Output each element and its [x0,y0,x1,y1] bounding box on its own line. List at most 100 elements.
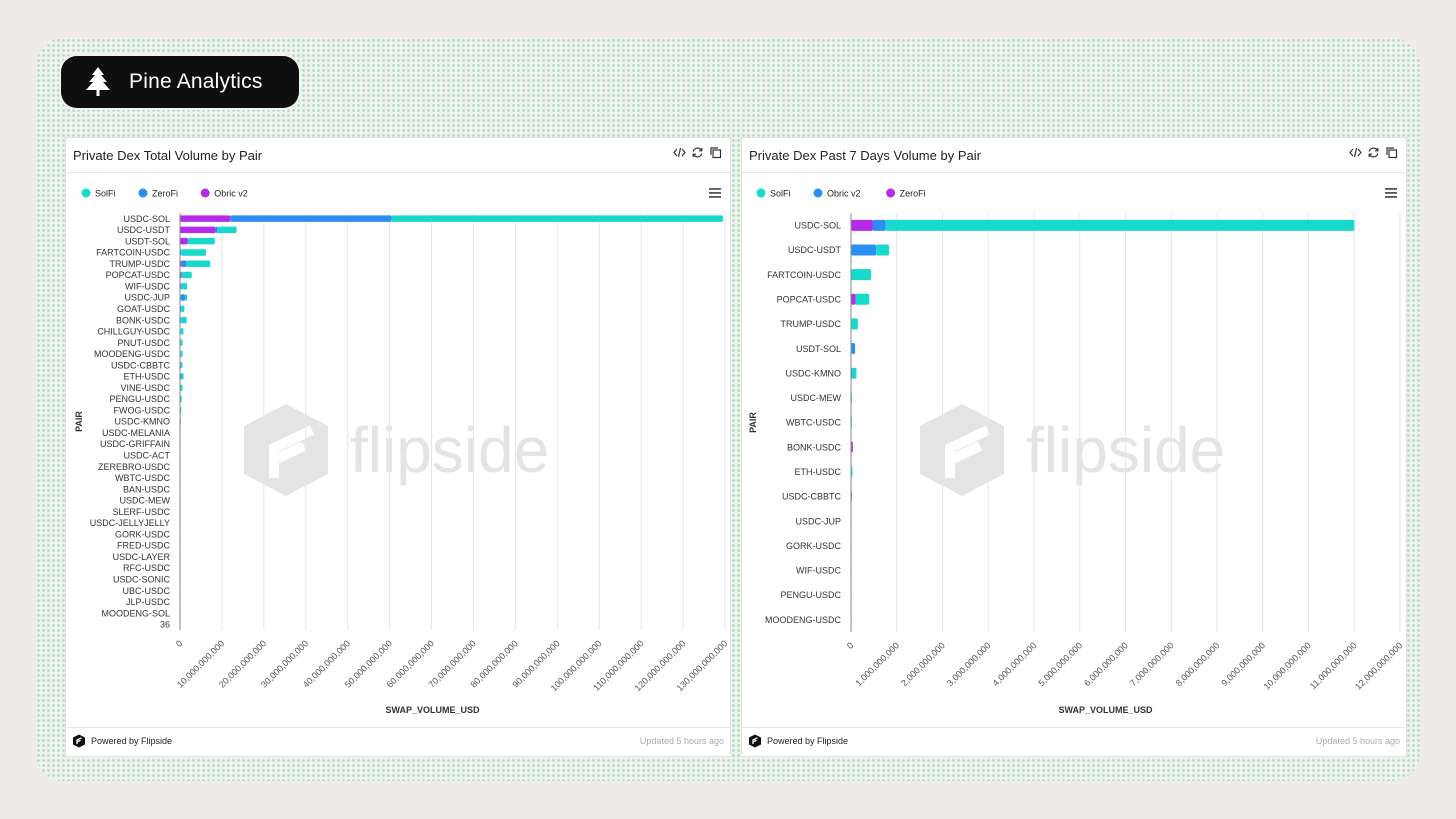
x-tick-label: 9,000,000,000 [1219,640,1267,688]
y-category-label: JLP-USDC [126,597,171,607]
x-tick-label: 0 [174,638,185,649]
y-category-label: WIF-USDC [125,281,170,291]
x-tick-label: 7,000,000,000 [1128,640,1176,688]
chart-menu-icon[interactable] [1385,188,1397,198]
copy-icon[interactable] [709,146,722,159]
left-panel-footer-divider [66,727,730,728]
left-panel-footer: Powered by Flipside [72,734,172,748]
y-category-label: SLERF-USDC [112,507,170,517]
bar-segment [181,249,206,256]
y-category-label: ETH-USDC [795,467,842,477]
bar-segment [217,226,237,234]
embed-code-icon[interactable] [1349,146,1362,159]
powered-by-text[interactable]: Powered by Flipside [767,736,849,746]
legend-item: ZeroFi [900,189,926,199]
x-tick-label: 2,000,000,000 [899,640,947,688]
y-category-label: USDC-USDT [117,225,171,235]
y-category-label: USDC-JELLYJELLY [90,518,170,528]
y-category-label: USDC-SOL [794,221,841,231]
y-category-label: BONK-USDC [116,315,171,325]
y-category-label: 36 [160,620,170,630]
y-category-label: POPCAT-USDC [106,270,171,280]
legend-item: Obric v2 [827,189,861,199]
x-tick-label: 6,000,000,000 [1082,640,1130,688]
y-axis-title: PAIR [74,411,84,432]
legend-marker [81,188,91,198]
y-category-label: GOAT-USDC [117,304,170,314]
bar-segment [181,260,187,267]
bar-segment [180,350,183,358]
pine-tree-icon [86,67,110,96]
refresh-icon[interactable] [691,146,704,159]
bar-segment [391,215,723,222]
chart-menu-line [1385,192,1397,194]
right-panel-actions [1349,146,1398,159]
y-category-label: USDC-USDT [788,245,842,255]
y-category-label: USDC-MEW [120,496,171,506]
y-category-label: USDT-SOL [125,236,170,246]
y-category-label: USDC-JUP [795,516,841,526]
bar-segment [185,294,188,301]
y-category-label: USDC-LAYER [113,552,171,562]
left-panel-title: Private Dex Total Volume by Pair [73,148,263,163]
embed-code-icon[interactable] [673,146,686,159]
y-category-label: MOODENG-USDC [765,615,841,625]
powered-by-text[interactable]: Powered by Flipside [91,736,173,746]
y-category-label: PENGU-USDC [109,394,170,404]
bar-segment [180,226,216,234]
refresh-icon[interactable] [1367,146,1380,159]
bar-segment [180,294,186,301]
right-panel-title: Private Dex Past 7 Days Volume by Pair [749,148,981,163]
left-panel-actions [673,146,722,159]
x-axis-title: SWAP_VOLUME_USD [1058,705,1153,715]
chart-menu-icon[interactable] [709,188,721,198]
legend-item: ZeroFi [152,189,178,199]
y-category-label: WIF-USDC [796,566,841,576]
bar-segment [180,339,183,346]
bar-segment [851,219,873,231]
bar-segment [851,293,856,305]
y-category-label: USDC-CBBTC [782,492,842,502]
right-panel-footer: Powered by Flipside [748,734,848,748]
x-tick-label: 11,000,000,000 [1308,640,1359,691]
bar-segment [851,343,856,355]
bar-segment [180,328,184,335]
y-category-label: FWOG-USDC [114,405,171,415]
right-chart: flipside SolFi Obric v2 ZeroFi 01,000,000,00… [748,188,1404,715]
x-tick-label: 8,000,000,000 [1174,640,1222,688]
bar-segment [180,283,182,290]
y-category-label: WBTC-USDC [786,418,841,428]
bar-segment [181,283,188,290]
bar-segment [851,244,877,256]
y-category-label: CHILLGUY-USDC [97,327,170,337]
left-panel-header-divider [66,172,730,173]
bar-segment [188,237,215,245]
y-category-label: VINE-USDC [120,383,170,393]
bar-segment [215,226,218,234]
legend-marker [200,188,210,198]
flipside-watermark: flipside [244,404,549,496]
y-category-label: FARTCOIN-USDC [767,270,841,280]
bar-segment [180,215,231,222]
y-category-label: USDC-KMNO [115,417,171,427]
bar-segment [876,244,889,256]
bar-segment [852,367,857,379]
y-category-label: USDC-MELANIA [102,428,170,438]
y-category-label: WBTC-USDC [115,473,170,483]
x-tick-label: 4,000,000,000 [991,640,1039,688]
x-tick-label: 1,000,000,000 [853,640,901,688]
flipside-watermark: flipside [920,404,1225,496]
bar-segment [851,318,858,330]
copy-icon[interactable] [1385,146,1398,159]
x-axis-title: SWAP_VOLUME_USD [385,705,480,715]
y-category-label: USDC-MEW [791,393,842,403]
bar-segment [180,373,182,380]
y-category-label: POPCAT-USDC [777,294,842,304]
watermark-text: flipside [350,414,549,486]
bar-segment [180,316,182,324]
bar-segment [187,237,189,245]
bar-segment [181,271,183,279]
bar-segment [855,293,870,305]
legend-marker [138,188,148,198]
